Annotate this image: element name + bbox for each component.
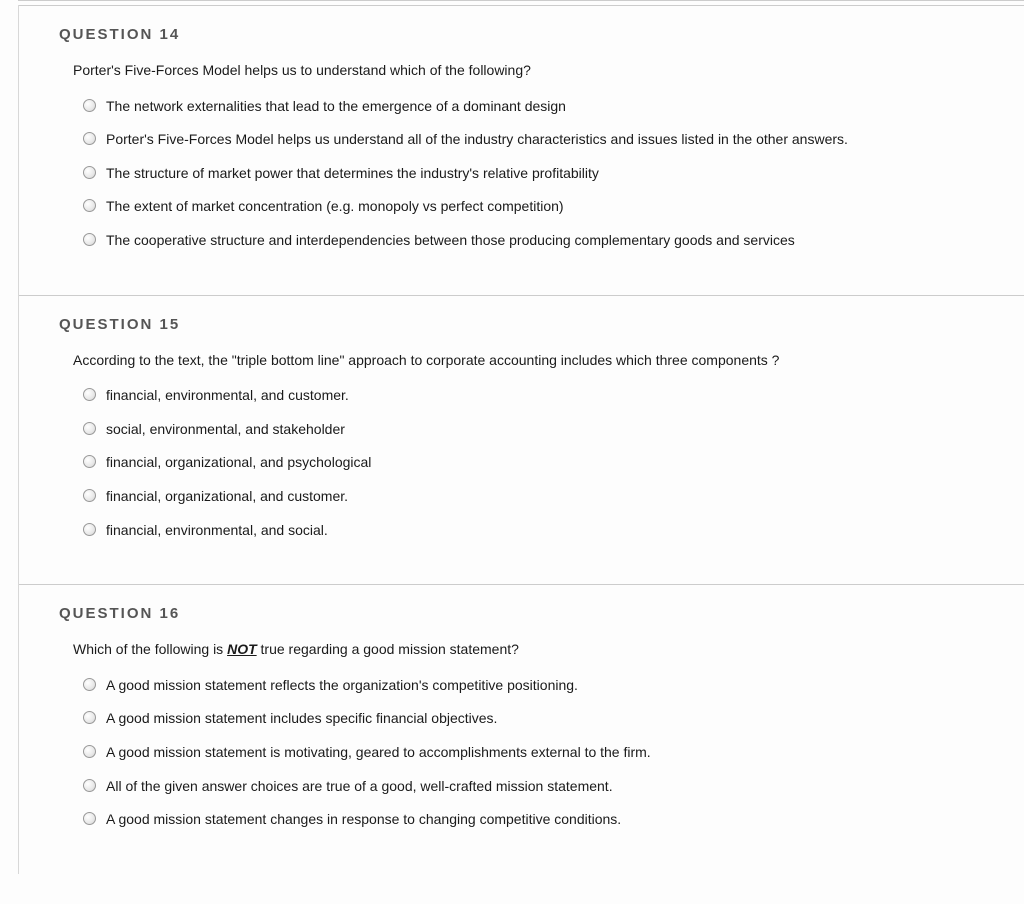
option-text: social, environmental, and stakeholder <box>106 420 345 440</box>
radio-button[interactable] <box>83 455 96 468</box>
option-row[interactable]: A good mission statement reflects the or… <box>83 676 1004 696</box>
radio-button[interactable] <box>83 812 96 825</box>
radio-button[interactable] <box>83 779 96 792</box>
quiz-container: QUESTION 14 Porter's Five-Forces Model h… <box>18 5 1024 874</box>
option-row[interactable]: social, environmental, and stakeholder <box>83 420 1004 440</box>
radio-button[interactable] <box>83 99 96 112</box>
option-text: financial, environmental, and customer. <box>106 386 349 406</box>
option-text: All of the given answer choices are true… <box>106 777 613 797</box>
option-text: The cooperative structure and interdepen… <box>106 231 795 251</box>
option-row[interactable]: The extent of market concentration (e.g.… <box>83 197 1004 217</box>
option-text: The network externalities that lead to t… <box>106 97 566 117</box>
option-text: A good mission statement is motivating, … <box>106 743 651 763</box>
radio-button[interactable] <box>83 711 96 724</box>
question-text: Porter's Five-Forces Model helps us to u… <box>73 61 1004 81</box>
question-text: Which of the following is NOT true regar… <box>73 640 1004 660</box>
option-text: financial, organizational, and customer. <box>106 487 348 507</box>
question-block-15: QUESTION 15 According to the text, the "… <box>19 295 1024 585</box>
option-text: A good mission statement reflects the or… <box>106 676 578 696</box>
option-text: The structure of market power that deter… <box>106 164 599 184</box>
radio-button[interactable] <box>83 745 96 758</box>
option-text: financial, organizational, and psycholog… <box>106 453 371 473</box>
option-row[interactable]: A good mission statement is motivating, … <box>83 743 1004 763</box>
question-header: QUESTION 15 <box>59 316 1004 333</box>
radio-button[interactable] <box>83 199 96 212</box>
option-row[interactable]: financial, environmental, and customer. <box>83 386 1004 406</box>
question-header: QUESTION 14 <box>59 26 1004 43</box>
option-text: A good mission statement changes in resp… <box>106 810 621 830</box>
radio-button[interactable] <box>83 678 96 691</box>
question-header: QUESTION 16 <box>59 605 1004 622</box>
option-row[interactable]: The structure of market power that deter… <box>83 164 1004 184</box>
option-row[interactable]: financial, organizational, and customer. <box>83 487 1004 507</box>
radio-button[interactable] <box>83 233 96 246</box>
question-text-before: Which of the following is <box>73 641 227 657</box>
radio-button[interactable] <box>83 166 96 179</box>
option-row[interactable]: financial, organizational, and psycholog… <box>83 453 1004 473</box>
option-row[interactable]: All of the given answer choices are true… <box>83 777 1004 797</box>
option-row[interactable]: A good mission statement includes specif… <box>83 709 1004 729</box>
option-text: A good mission statement includes specif… <box>106 709 497 729</box>
question-text-emphasis: NOT <box>227 641 257 657</box>
option-text: Porter's Five-Forces Model helps us unde… <box>106 130 848 150</box>
option-row[interactable]: Porter's Five-Forces Model helps us unde… <box>83 130 1004 150</box>
option-row[interactable]: The cooperative structure and interdepen… <box>83 231 1004 251</box>
option-text: The extent of market concentration (e.g.… <box>106 197 564 217</box>
question-text-after: true regarding a good mission statement? <box>257 641 519 657</box>
option-text: financial, environmental, and social. <box>106 521 328 541</box>
option-row[interactable]: financial, environmental, and social. <box>83 521 1004 541</box>
question-block-16: QUESTION 16 Which of the following is NO… <box>19 584 1024 874</box>
radio-button[interactable] <box>83 388 96 401</box>
radio-button[interactable] <box>83 489 96 502</box>
option-row[interactable]: The network externalities that lead to t… <box>83 97 1004 117</box>
radio-button[interactable] <box>83 523 96 536</box>
radio-button[interactable] <box>83 422 96 435</box>
question-text: According to the text, the "triple botto… <box>73 351 1004 371</box>
radio-button[interactable] <box>83 132 96 145</box>
option-row[interactable]: A good mission statement changes in resp… <box>83 810 1004 830</box>
top-divider <box>18 0 1024 1</box>
question-block-14: QUESTION 14 Porter's Five-Forces Model h… <box>19 5 1024 295</box>
